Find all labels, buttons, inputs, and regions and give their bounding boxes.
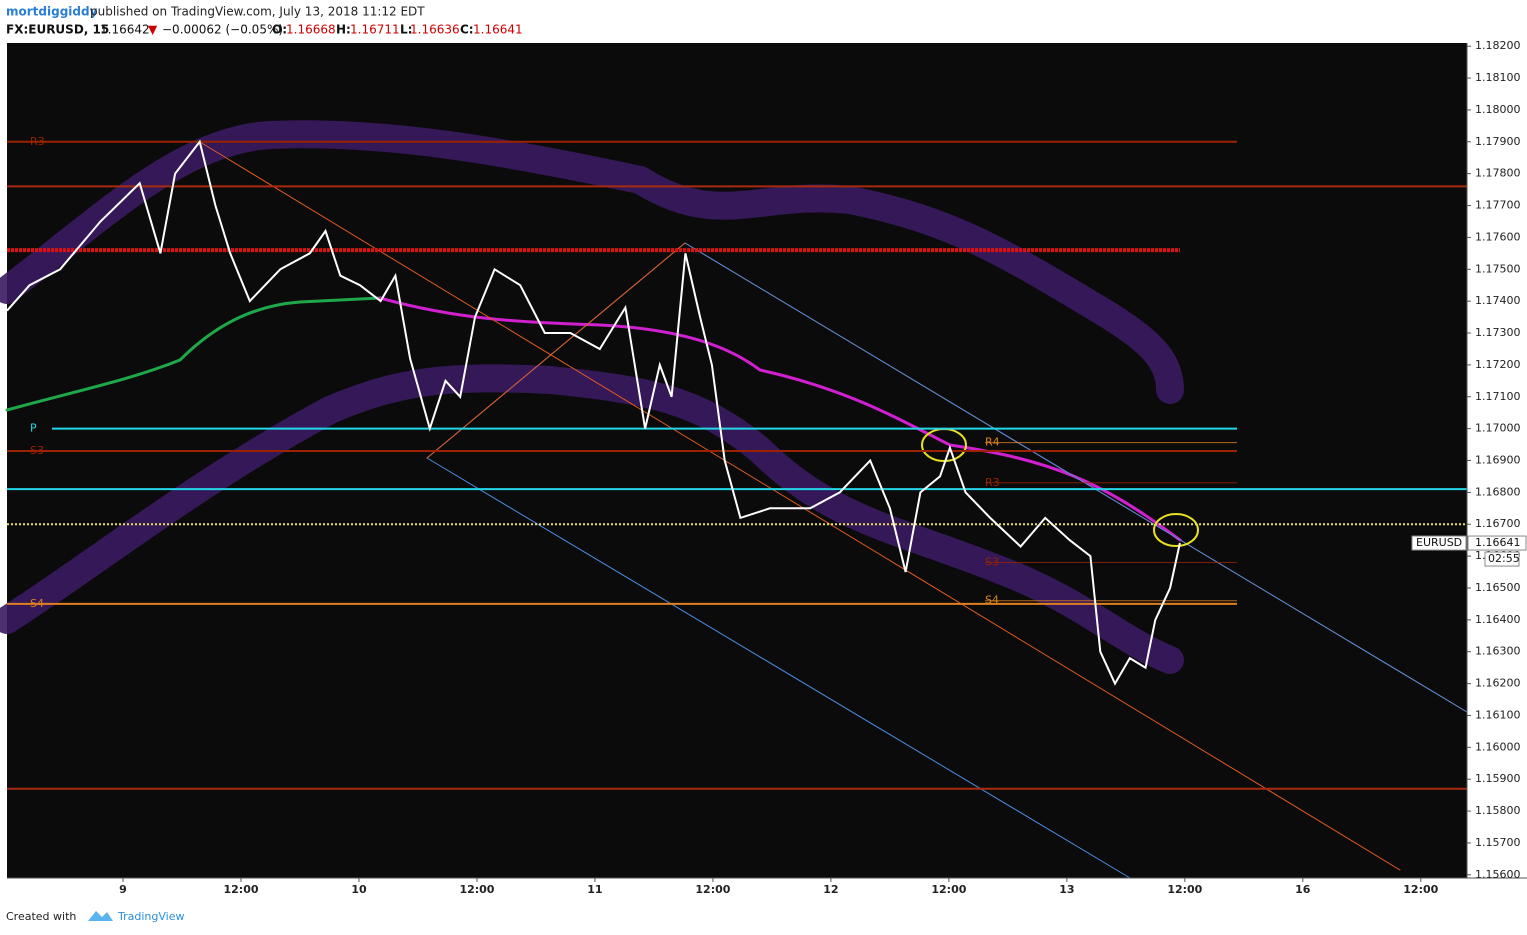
y-axis-bg bbox=[1467, 43, 1527, 878]
y-tick-label: 1.16500 bbox=[1475, 581, 1521, 594]
y-tick-label: 1.16200 bbox=[1475, 677, 1521, 690]
l: 1.16636 bbox=[410, 23, 460, 37]
y-tick-label: 1.18100 bbox=[1475, 71, 1521, 84]
y-tick-label: 1.17500 bbox=[1475, 262, 1521, 275]
o: 1.16668 bbox=[286, 23, 336, 37]
y-tick-label: 1.17600 bbox=[1475, 230, 1521, 243]
footer-brand: TradingView bbox=[117, 910, 184, 923]
logo bbox=[88, 911, 113, 921]
price-tag-label: 1.16641 bbox=[1475, 536, 1521, 549]
level-label: R3 bbox=[30, 135, 45, 148]
x-tick-label: 13 bbox=[1059, 883, 1074, 896]
c-label: C: bbox=[460, 23, 474, 37]
x-tick-label: 12:00 bbox=[1403, 883, 1438, 896]
y-tick-label: 1.16100 bbox=[1475, 708, 1521, 721]
level-label: S3 bbox=[30, 444, 44, 457]
y-tick-label: 1.16900 bbox=[1475, 454, 1521, 467]
x-tick-label: 9 bbox=[119, 883, 127, 896]
x-tick-label: 12:00 bbox=[459, 883, 494, 896]
y-tick-label: 1.17100 bbox=[1475, 390, 1521, 403]
published: published on TradingView.com, July 13, 2… bbox=[90, 5, 425, 19]
price-tag bbox=[1467, 535, 1527, 551]
y-tick-label: 1.16300 bbox=[1475, 645, 1521, 658]
y-tick-label: 1.17700 bbox=[1475, 199, 1521, 212]
x-tick-label: 12:00 bbox=[695, 883, 730, 896]
o-label: O: bbox=[272, 23, 287, 37]
l-label: L: bbox=[400, 23, 412, 37]
y-tick-label: 1.16400 bbox=[1475, 613, 1521, 626]
x-tick-label: 12:00 bbox=[1167, 883, 1202, 896]
x-tick-label: 16 bbox=[1295, 883, 1311, 896]
price: 1.16642 bbox=[100, 23, 150, 37]
change: −0.00062 (−0.05%) bbox=[162, 23, 283, 37]
price-line bbox=[6, 139, 1181, 686]
y-tick-label: 1.15800 bbox=[1475, 804, 1521, 817]
zigzag bbox=[426, 242, 686, 459]
h-label: H: bbox=[336, 23, 351, 37]
x-tick-label: 11 bbox=[587, 883, 602, 896]
footer-created: Created with bbox=[6, 910, 76, 923]
author: mortdiggiddy bbox=[6, 5, 98, 19]
y-tick-label: 1.17300 bbox=[1475, 326, 1521, 339]
arrow: ▼ bbox=[148, 23, 158, 37]
ma-magenta bbox=[378, 296, 1182, 542]
y-tick-label: 1.17400 bbox=[1475, 294, 1521, 307]
y-tick-label: 1.17800 bbox=[1475, 167, 1521, 180]
y-tick-label: 1.15600 bbox=[1475, 868, 1521, 881]
level-label: R4 bbox=[985, 436, 1000, 449]
x-tick-label: 12:00 bbox=[931, 883, 966, 896]
y-tick-label: 1.15700 bbox=[1475, 836, 1521, 849]
y-tick-label: 1.15900 bbox=[1475, 772, 1521, 785]
y-tick-label: 1.16000 bbox=[1475, 740, 1521, 753]
countdown-tag bbox=[1484, 551, 1520, 567]
y-tick-label: 1.16800 bbox=[1475, 485, 1521, 498]
c: 1.16641 bbox=[473, 23, 523, 37]
y-tick-label: 1.17900 bbox=[1475, 135, 1521, 148]
x-tick-label: 12:00 bbox=[223, 883, 258, 896]
x-tick-label: 12 bbox=[823, 883, 838, 896]
level-label: R3 bbox=[985, 476, 1000, 489]
countdown: 02:55 bbox=[1488, 552, 1520, 565]
symbol-tag bbox=[1411, 535, 1467, 551]
y-tick-label: 1.18000 bbox=[1475, 103, 1521, 116]
upper-band bbox=[0, 120, 1184, 404]
y-tick-label: 1.17200 bbox=[1475, 358, 1521, 371]
y-tick-label: 1.16700 bbox=[1475, 517, 1521, 530]
level-label: S3 bbox=[985, 555, 999, 568]
h: 1.16711 bbox=[350, 23, 400, 37]
bands bbox=[0, 120, 1468, 879]
ma-green bbox=[5, 296, 382, 412]
level-label: S4 bbox=[30, 597, 44, 610]
level-label: S4 bbox=[985, 594, 999, 607]
symbol: FX:EURUSD, 15 bbox=[6, 23, 109, 37]
x-tick-label: 10 bbox=[351, 883, 367, 896]
lower-band bbox=[0, 364, 1184, 674]
level-label: P bbox=[30, 422, 37, 435]
highlight bbox=[1153, 513, 1199, 547]
y-tick-label: 1.18200 bbox=[1475, 39, 1521, 52]
symbol-tag-label: EURUSD bbox=[1416, 536, 1462, 549]
y-tick-label: 1.17000 bbox=[1475, 422, 1521, 435]
